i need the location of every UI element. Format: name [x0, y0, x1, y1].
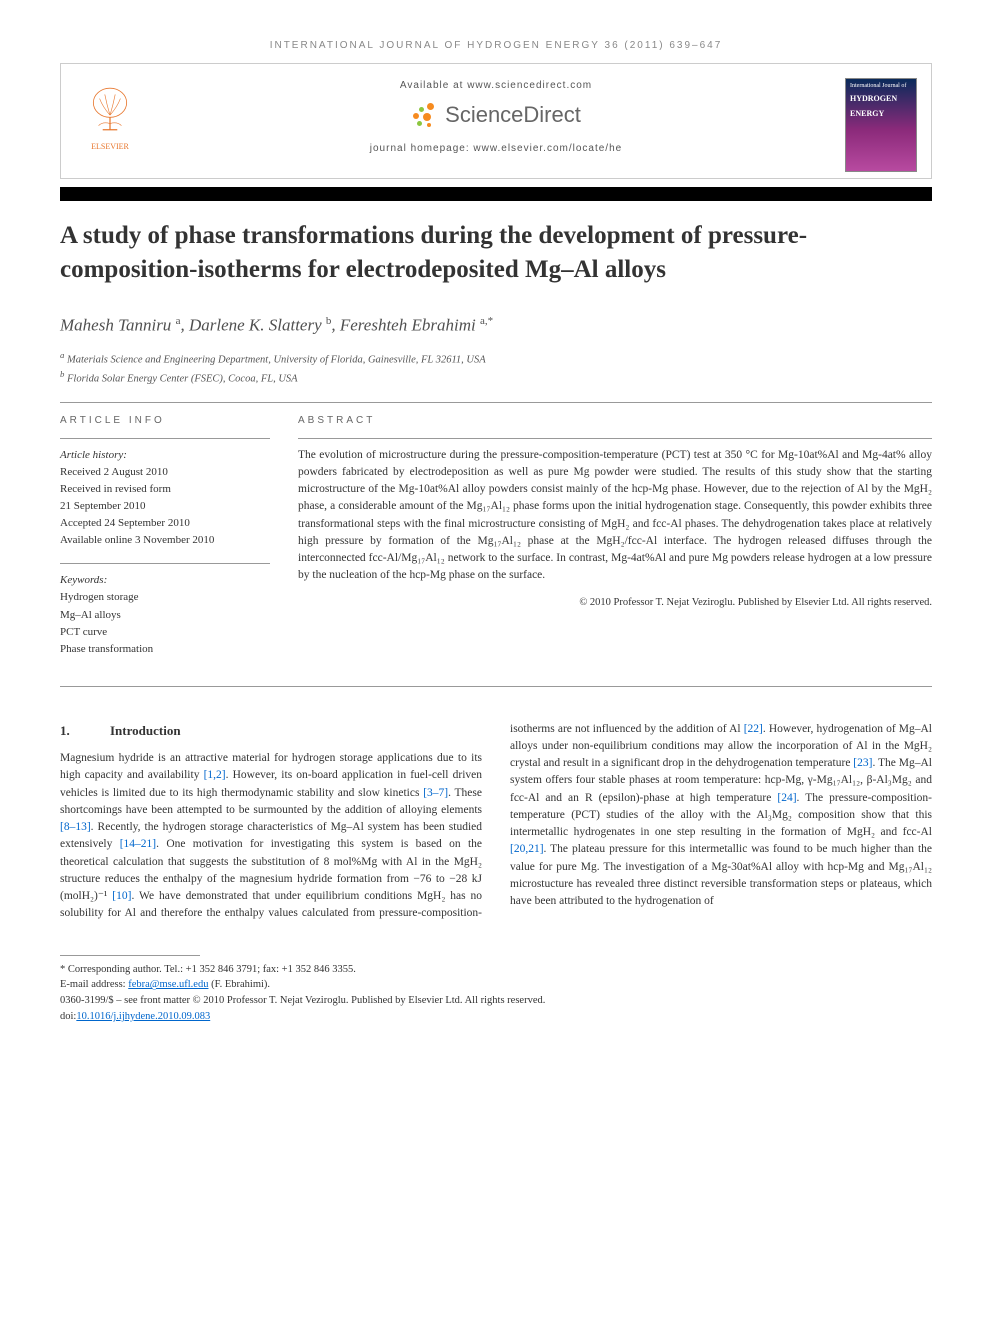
author-list: Mahesh Tanniru a, Darlene K. Slattery b,… [60, 315, 932, 336]
sciencedirect-dots-icon [411, 101, 439, 129]
corr-contact: Tel.: +1 352 846 3791; fax: +1 352 846 3… [164, 964, 356, 975]
cover-line1: International Journal of [850, 83, 912, 89]
title-separator-bar [60, 187, 932, 201]
abstract-text: The evolution of microstructure during t… [298, 447, 932, 585]
doi-line: doi:10.1016/j.ijhydene.2010.09.083 [60, 1009, 932, 1025]
journal-reference: INTERNATIONAL JOURNAL OF HYDROGEN ENERGY… [60, 40, 932, 51]
affiliation-line: a Materials Science and Engineering Depa… [60, 349, 932, 368]
citation-link[interactable]: [3–7] [423, 787, 448, 799]
email-line: E-mail address: febra@mse.ufl.edu (F. Eb… [60, 977, 932, 993]
history-lines: Received 2 August 2010Received in revise… [60, 464, 270, 549]
history-line: 21 September 2010 [60, 498, 270, 515]
history-line: Received in revised form [60, 481, 270, 498]
page-footer: * Corresponding author. Tel.: +1 352 846… [60, 947, 932, 1025]
history-line: Accepted 24 September 2010 [60, 515, 270, 532]
history-label: Article history: [60, 447, 270, 464]
corresponding-email-link[interactable]: febra@mse.ufl.edu [128, 979, 208, 990]
citation-link[interactable]: [24] [777, 792, 796, 804]
keyword-line: Hydrogen storage [60, 589, 270, 606]
history-line: Received 2 August 2010 [60, 464, 270, 481]
elsevier-tree-icon [84, 84, 136, 136]
corresponding-author-line: * Corresponding author. Tel.: +1 352 846… [60, 962, 932, 978]
citation-link[interactable]: [10] [112, 890, 131, 902]
body-two-column: 1.Introduction Magnesium hydride is an a… [60, 721, 932, 923]
abstract-copyright: © 2010 Professor T. Nejat Veziroglu. Pub… [298, 595, 932, 611]
elsevier-label: ELSEVIER [75, 142, 145, 151]
keyword-line: PCT curve [60, 624, 270, 641]
info-bottom-rule [60, 686, 932, 687]
keyword-line: Mg–Al alloys [60, 607, 270, 624]
affiliation-line: b Florida Solar Energy Center (FSEC), Co… [60, 368, 932, 387]
citation-link[interactable]: [22] [744, 723, 763, 735]
doi-label: doi: [60, 1011, 76, 1022]
doi-link[interactable]: 10.1016/j.ijhydene.2010.09.083 [76, 1011, 210, 1022]
citation-link[interactable]: [8–13] [60, 821, 91, 833]
journal-cover-thumbnail: International Journal of HYDROGEN ENERGY [845, 78, 917, 172]
keywords-label: Keywords: [60, 572, 270, 589]
masthead-box: ELSEVIER International Journal of HYDROG… [60, 63, 932, 179]
citation-link[interactable]: [1,2] [204, 769, 226, 781]
email-label: E-mail address: [60, 979, 126, 990]
cover-line3: ENERGY [850, 110, 912, 119]
abstract-rule [298, 438, 932, 439]
sciencedirect-logo: ScienceDirect [81, 101, 911, 129]
info-rule-2 [60, 563, 270, 564]
keyword-line: Phase transformation [60, 641, 270, 658]
keyword-lines: Hydrogen storageMg–Al alloysPCT curvePha… [60, 589, 270, 657]
affiliations-block: a Materials Science and Engineering Depa… [60, 349, 932, 388]
sciencedirect-name: ScienceDirect [445, 102, 581, 128]
article-title: A study of phase transformations during … [60, 219, 932, 287]
info-abstract-row: ARTICLE INFO Article history: Received 2… [60, 403, 932, 686]
abstract-heading: ABSTRACT [298, 413, 932, 428]
info-rule [60, 438, 270, 439]
history-line: Available online 3 November 2010 [60, 532, 270, 549]
footnote-rule [60, 955, 200, 956]
journal-homepage-text: journal homepage: www.elsevier.com/locat… [81, 143, 911, 154]
email-paren: (F. Ebrahimi). [211, 979, 270, 990]
cover-line2: HYDROGEN [850, 95, 912, 104]
section-1-paragraph: Magnesium hydride is an attractive mater… [60, 721, 932, 923]
citation-link[interactable]: [14–21] [120, 838, 156, 850]
citation-link[interactable]: [23] [853, 757, 872, 769]
issn-line: 0360-3199/$ – see front matter © 2010 Pr… [60, 993, 932, 1009]
section-title: Introduction [110, 723, 181, 738]
section-number: 1. [60, 721, 110, 741]
article-info-heading: ARTICLE INFO [60, 413, 270, 429]
corr-label: * Corresponding author. [60, 964, 162, 975]
elsevier-logo: ELSEVIER [75, 84, 145, 151]
citation-link[interactable]: [20,21] [510, 843, 544, 855]
section-1-heading: 1.Introduction [60, 721, 482, 741]
abstract-column: ABSTRACT The evolution of microstructure… [298, 413, 932, 672]
available-at-text: Available at www.sciencedirect.com [81, 80, 911, 91]
article-info-column: ARTICLE INFO Article history: Received 2… [60, 413, 270, 672]
